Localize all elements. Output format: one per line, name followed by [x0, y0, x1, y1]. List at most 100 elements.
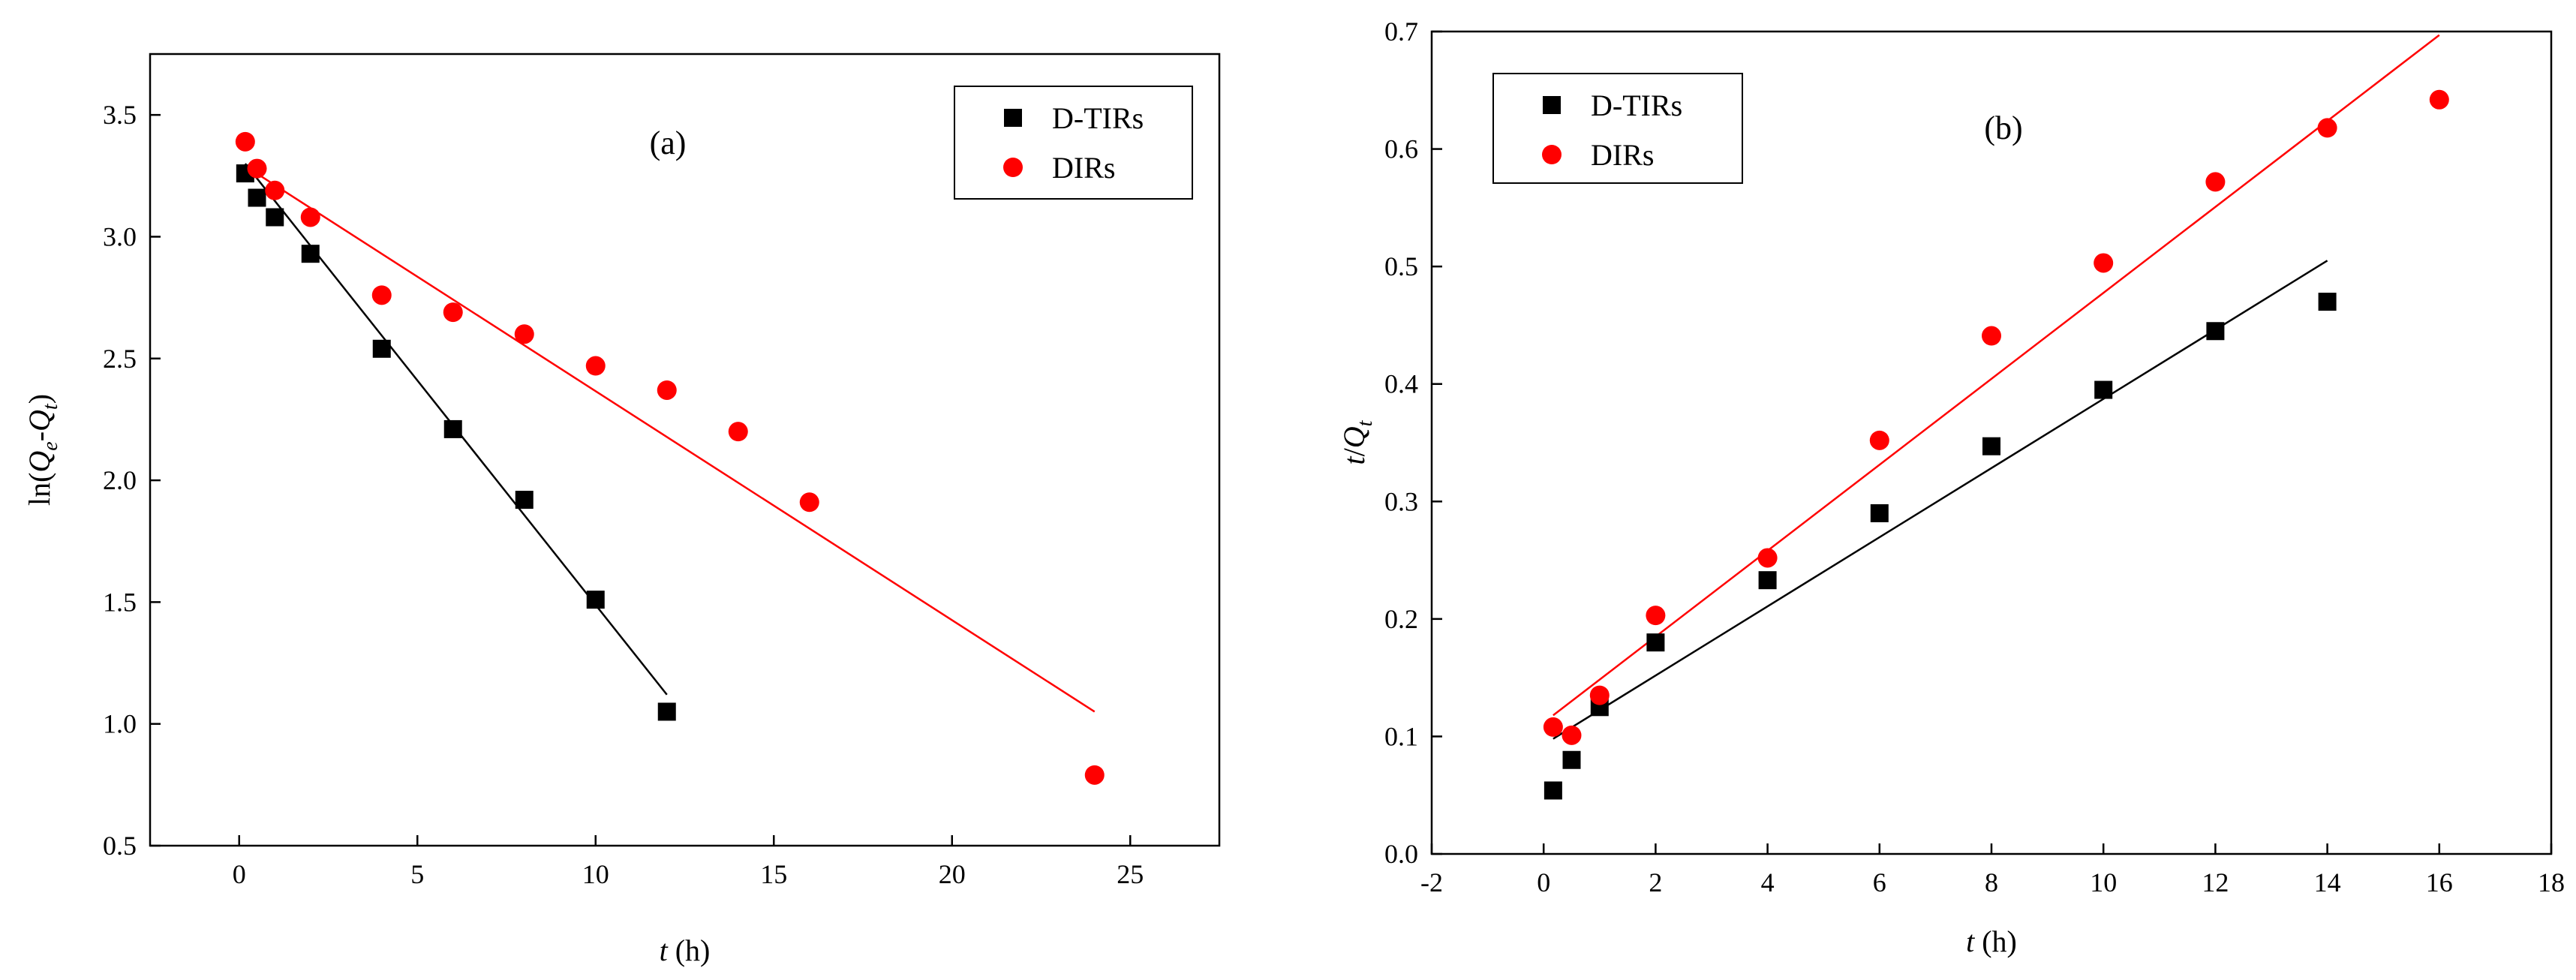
legend-box [954, 86, 1193, 200]
chart-panel-b: -2 0 2 4 6 8 10 12 14 16 18 0.0 0.1 0.2 0.3 0.4 0.5 0.6 0.… [1337, 17, 2565, 958]
x-tick-label: 0 [233, 859, 246, 889]
fit-line-dirs [245, 165, 1096, 713]
y-axis-title-part: Q [23, 410, 56, 431]
data-point-d-tirs [301, 245, 320, 263]
x-tick-label: 10 [582, 859, 609, 889]
x-tick-label: 2 [1649, 867, 1662, 897]
data-point-dirs [443, 302, 463, 323]
legend-label-d-tirs: D-TIRs [1591, 89, 1682, 122]
data-point-dirs [2317, 118, 2337, 138]
panel-label: (a) [650, 125, 687, 161]
data-point-d-tirs [443, 419, 462, 438]
x-tick-label: 16 [2426, 867, 2453, 897]
x-axis-title: t (h) [1966, 924, 2017, 958]
x-tick-label: -2 [1420, 867, 1443, 897]
legend-marker-d-tirs [1004, 109, 1022, 127]
y-tick-label: 1.0 [103, 709, 137, 739]
x-tick-label: 6 [1873, 867, 1886, 897]
x-tick-label: 18 [2538, 867, 2565, 897]
data-point-dirs [514, 324, 534, 344]
data-point-dirs [2429, 89, 2449, 110]
fit-line-d-tirs [1553, 260, 2328, 740]
data-point-dirs [1982, 326, 2001, 346]
data-point-dirs [1869, 430, 1889, 450]
legend-marker-d-tirs [1543, 96, 1561, 114]
data-point-dirs [371, 285, 392, 305]
y-tick-label: 0.5 [103, 831, 137, 861]
legend-marker-dirs [1542, 145, 1562, 164]
x-tick-label: 10 [2090, 867, 2117, 897]
data-point-d-tirs [266, 208, 284, 227]
data-point-d-tirs [1870, 504, 1889, 522]
legend-box [1492, 73, 1743, 184]
y-tick-label: 3.5 [103, 100, 137, 130]
y-axis-title-part: / [1337, 447, 1371, 456]
data-point-dirs [657, 380, 677, 400]
data-point-d-tirs [372, 339, 391, 358]
y-axis-title: t/Qt [1337, 419, 1377, 464]
data-point-dirs [1757, 548, 1778, 568]
y-axis-title-part: t [1354, 419, 1377, 426]
legend: D-TIRs DIRs [954, 86, 1193, 200]
data-point-dirs [1543, 717, 1563, 737]
data-point-d-tirs [2094, 380, 2113, 399]
data-point-d-tirs [1982, 437, 2000, 455]
y-axis-title-part: t [39, 403, 62, 410]
data-point-d-tirs [2206, 322, 2225, 341]
panel-label: (b) [1984, 110, 2022, 146]
data-point-dirs [2094, 253, 2114, 273]
x-axis-title: t (h) [660, 933, 711, 967]
y-axis-title-part: ln( [23, 473, 56, 506]
data-point-d-tirs [1562, 750, 1581, 769]
x-tick-label: 14 [2314, 867, 2341, 897]
data-point-dirs [1562, 725, 1582, 745]
data-point-dirs [235, 131, 255, 152]
x-tick-label: 15 [760, 859, 787, 889]
x-axis-unit: (h) [1974, 924, 2017, 958]
data-point-dirs [2205, 172, 2226, 192]
data-point-dirs [1589, 685, 1610, 705]
data-point-d-tirs [248, 188, 266, 207]
data-point-dirs [247, 158, 267, 179]
x-tick-label: 5 [410, 859, 424, 889]
y-tick-label: 2.5 [103, 344, 137, 374]
y-axis-title-part: Q [23, 451, 56, 473]
y-axis-title-part: Q [1337, 426, 1371, 448]
legend-label-dirs: DIRs [1052, 151, 1115, 185]
legend-label-dirs: DIRs [1591, 138, 1654, 172]
chart-panel-a: 0 5 10 15 20 250.51.01.52.02.53.03.5t (h)ln(Q… [23, 53, 1221, 967]
y-axis-title-part: e [39, 441, 62, 450]
y-tick-label: 0.7 [1384, 17, 1418, 47]
data-point-dirs [300, 207, 320, 227]
y-axis-title-part: ) [23, 394, 56, 404]
x-tick-label: 12 [2202, 867, 2229, 897]
x-tick-label: 25 [1117, 859, 1144, 889]
x-axis-var: t [1966, 924, 1975, 958]
data-point-d-tirs [1758, 571, 1777, 590]
data-point-dirs [265, 180, 285, 200]
data-point-d-tirs [586, 591, 605, 609]
plot-frame [149, 53, 1221, 847]
legend-label-d-tirs: D-TIRs [1052, 101, 1144, 135]
data-point-d-tirs [657, 702, 676, 721]
y-axis-title-part: t [1337, 455, 1371, 464]
y-tick-label: 3.0 [103, 221, 137, 251]
data-point-d-tirs [1646, 633, 1665, 652]
y-tick-label: 0.0 [1384, 839, 1418, 869]
x-tick-label: 0 [1537, 867, 1550, 897]
data-point-dirs [1084, 765, 1105, 785]
data-point-dirs [799, 492, 819, 513]
legend: D-TIRs DIRs [1492, 73, 1743, 184]
data-point-dirs [585, 356, 606, 376]
y-tick-label: 0.1 [1384, 721, 1418, 751]
y-tick-label: 0.5 [1384, 251, 1418, 281]
data-point-dirs [728, 422, 748, 442]
data-point-d-tirs [515, 491, 534, 510]
x-tick-label: 8 [1985, 867, 1998, 897]
data-point-dirs [1646, 606, 1666, 626]
legend-marker-dirs [1003, 158, 1023, 177]
y-axis-title: ln(Qe-Qt) [23, 394, 62, 506]
fit-line-dirs [1553, 34, 2440, 717]
